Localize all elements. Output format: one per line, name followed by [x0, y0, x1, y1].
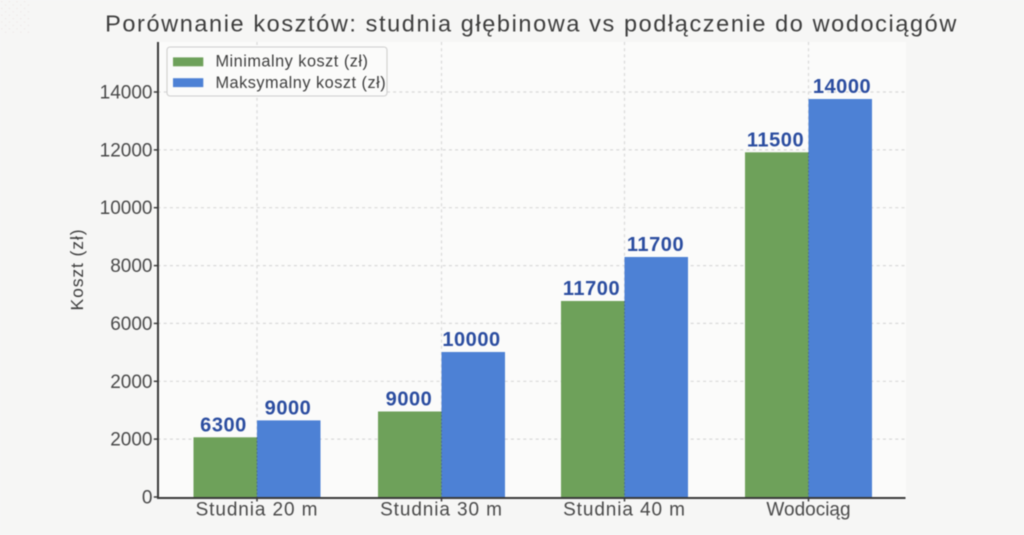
svg-text:10000: 10000	[442, 329, 500, 351]
svg-text:14000: 14000	[813, 76, 871, 98]
svg-text:Maksymalny koszt (zł): Maksymalny koszt (zł)	[216, 74, 387, 92]
svg-text:2000: 2000	[110, 372, 152, 393]
svg-text:Koszt (zł): Koszt (zł)	[67, 229, 87, 311]
svg-text:Studnia 40 m: Studnia 40 m	[563, 500, 686, 521]
svg-text:Wodociąg: Wodociąg	[766, 500, 850, 521]
svg-text:11500: 11500	[747, 129, 804, 151]
svg-text:6000: 6000	[110, 314, 152, 335]
svg-text:10000: 10000	[100, 198, 153, 219]
svg-text:9000: 9000	[386, 389, 433, 411]
svg-text:8000: 8000	[110, 256, 152, 277]
svg-text:6300: 6300	[200, 414, 247, 436]
svg-text:Porównanie kosztów: studnia gł: Porównanie kosztów: studnia głębinowa vs…	[105, 11, 958, 37]
svg-text:14000: 14000	[100, 83, 153, 104]
svg-text:0: 0	[142, 488, 153, 509]
svg-text:Studnia 20 m: Studnia 20 m	[196, 500, 319, 521]
svg-text:11700: 11700	[627, 234, 684, 256]
svg-text:11700: 11700	[563, 278, 620, 300]
svg-text:12000: 12000	[100, 140, 153, 161]
svg-text:Minimalny koszt (zł): Minimalny koszt (zł)	[216, 53, 369, 71]
svg-text:2000: 2000	[110, 430, 152, 451]
svg-text:Studnia 30 m: Studnia 30 m	[380, 500, 503, 521]
svg-text:9000: 9000	[265, 397, 312, 419]
